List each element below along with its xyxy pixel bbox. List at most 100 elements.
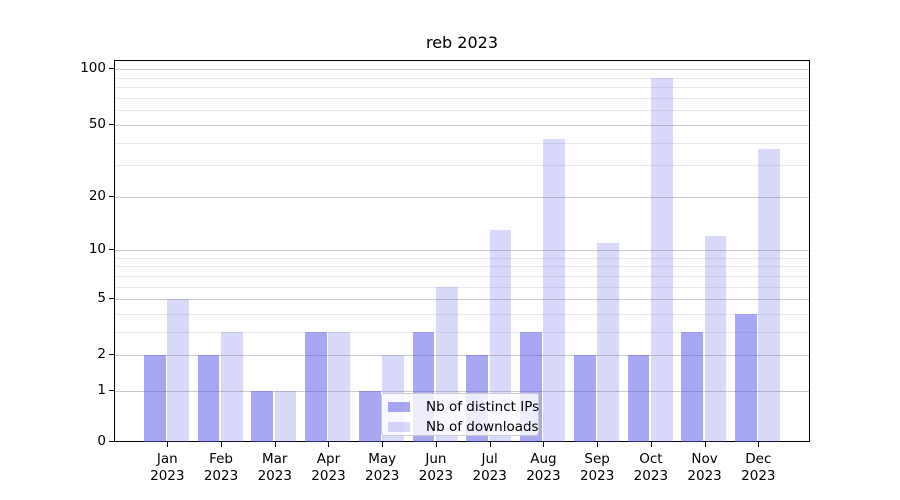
- bar-nb-of-downloads-mar-2023: [274, 391, 297, 442]
- bar-nb-of-distinct-ips-feb-2023: [197, 355, 220, 442]
- xtick-mark-1: [221, 442, 223, 447]
- gridline-minor-60: [115, 110, 809, 112]
- bar-nb-of-distinct-ips-dec-2023: [735, 313, 757, 442]
- ytick-mark-5: [109, 298, 114, 299]
- xtick-label-line: 2023: [687, 468, 722, 484]
- xtick-mark-10: [704, 442, 706, 447]
- gridline-minor-4: [115, 313, 809, 315]
- bar-nb-of-downloads-jul-2023: [489, 230, 512, 442]
- bar-nb-of-downloads-dec-2023: [758, 148, 781, 442]
- xtick-label-7: Aug 2023: [511, 451, 575, 485]
- xtick-label-line: Jun: [425, 451, 447, 467]
- gridline-major-5: [115, 299, 809, 300]
- gridline-major-100: [115, 69, 809, 70]
- xtick-label-line: 2023: [311, 468, 346, 484]
- legend-swatch-downloads: [388, 422, 410, 432]
- xtick-label-line: 2023: [472, 468, 507, 484]
- ytick-mark-1: [109, 390, 114, 391]
- ytick-label-100: 100: [80, 60, 106, 76]
- xtick-label-4: May 2023: [350, 451, 414, 485]
- legend-row: Nb of downloads: [382, 417, 539, 437]
- xtick-label-line: 2023: [741, 468, 776, 484]
- xtick-label-line: 2023: [633, 468, 669, 484]
- xtick-mark-11: [758, 442, 760, 447]
- bar-nb-of-downloads-oct-2023: [650, 77, 673, 442]
- gridline-minor-9: [115, 257, 809, 259]
- xtick-label-3: Apr 2023: [296, 451, 360, 485]
- xtick-label-line: 2023: [365, 468, 400, 484]
- legend-label-downloads: Nb of downloads: [426, 419, 539, 435]
- gridline-major-1: [115, 391, 809, 392]
- legend-label-distinct-ips: Nb of distinct IPs: [426, 399, 540, 415]
- xtick-label-0: Jan 2023: [135, 451, 199, 485]
- ytick-label-1: 1: [97, 382, 106, 398]
- ytick-mark-50: [109, 124, 114, 125]
- ytick-label-50: 50: [88, 116, 106, 132]
- xtick-label-line: 2023: [579, 468, 615, 484]
- xtick-label-line: Jan: [156, 451, 178, 467]
- bar-nb-of-distinct-ips-apr-2023: [305, 331, 327, 442]
- gridline-minor-40: [115, 142, 809, 144]
- xtick-label-10: Nov 2023: [673, 451, 737, 485]
- ytick-label-20: 20: [88, 188, 106, 204]
- xtick-mark-6: [489, 442, 491, 447]
- plot-area: [114, 60, 810, 442]
- gridline-minor-8: [115, 266, 809, 268]
- xtick-label-6: Jul 2023: [458, 451, 522, 485]
- chart-title: reb 2023: [425, 33, 499, 52]
- gridline-major-2: [115, 355, 809, 356]
- xtick-mark-5: [435, 442, 437, 447]
- xtick-label-line: Oct: [639, 451, 663, 467]
- bar-nb-of-downloads-sep-2023: [597, 242, 619, 442]
- bar-nb-of-distinct-ips-mar-2023: [251, 391, 274, 442]
- xtick-mark-3: [328, 442, 330, 447]
- xtick-label-8: Sep 2023: [565, 451, 629, 485]
- legend-row: Nb of distinct IPs: [382, 397, 540, 417]
- bar-nb-of-distinct-ips-nov-2023: [681, 331, 703, 442]
- xtick-mark-2: [274, 442, 276, 447]
- bar-nb-of-distinct-ips-sep-2023: [573, 355, 596, 442]
- gridline-major-50: [115, 125, 809, 126]
- bar-nb-of-downloads-apr-2023: [328, 331, 351, 442]
- gridline-major-10: [115, 250, 809, 251]
- xtick-label-line: 2023: [257, 468, 292, 484]
- gridline-minor-7: [115, 275, 809, 277]
- ytick-mark-0: [109, 441, 114, 442]
- xtick-mark-4: [382, 442, 384, 447]
- ytick-label-0: 0: [97, 433, 106, 449]
- bar-nb-of-downloads-feb-2023: [221, 331, 243, 442]
- gridline-minor-3: [115, 331, 809, 333]
- gridline-major-20: [115, 197, 809, 198]
- xtick-label-9: Oct 2023: [619, 451, 683, 485]
- xtick-label-line: Jul: [481, 451, 498, 467]
- xtick-label-1: Feb 2023: [189, 451, 253, 485]
- bar-nb-of-downloads-aug-2023: [543, 138, 566, 442]
- xtick-label-5: Jun 2023: [404, 451, 468, 485]
- bar-nb-of-distinct-ips-oct-2023: [627, 355, 650, 442]
- legend-swatch-distinct-ips: [388, 402, 410, 412]
- xtick-mark-7: [543, 442, 545, 447]
- ytick-label-10: 10: [88, 241, 106, 257]
- ytick-mark-10: [109, 249, 114, 250]
- legend: Nb of distinct IPs Nb of downloads: [381, 393, 539, 436]
- gridline-minor-70: [115, 97, 809, 99]
- xtick-label-line: Apr: [316, 451, 341, 467]
- ytick-mark-100: [109, 68, 114, 69]
- xtick-label-line: Dec: [745, 451, 772, 467]
- ytick-label-2: 2: [97, 346, 106, 362]
- xtick-label-line: Nov: [691, 451, 718, 467]
- xtick-mark-9: [650, 442, 652, 447]
- ytick-mark-2: [109, 354, 114, 355]
- xtick-label-line: Feb: [209, 451, 233, 467]
- ytick-label-5: 5: [97, 290, 106, 306]
- xtick-label-line: 2023: [203, 468, 239, 484]
- ytick-mark-20: [109, 196, 114, 197]
- gridline-minor-80: [115, 87, 809, 89]
- gridline-minor-90: [115, 77, 809, 79]
- xtick-mark-0: [167, 442, 169, 447]
- bar-nb-of-downloads-nov-2023: [704, 236, 727, 442]
- bar-nb-of-distinct-ips-may-2023: [358, 391, 381, 442]
- bar-nb-of-downloads-jan-2023: [167, 299, 189, 442]
- xtick-label-line: May: [368, 451, 397, 467]
